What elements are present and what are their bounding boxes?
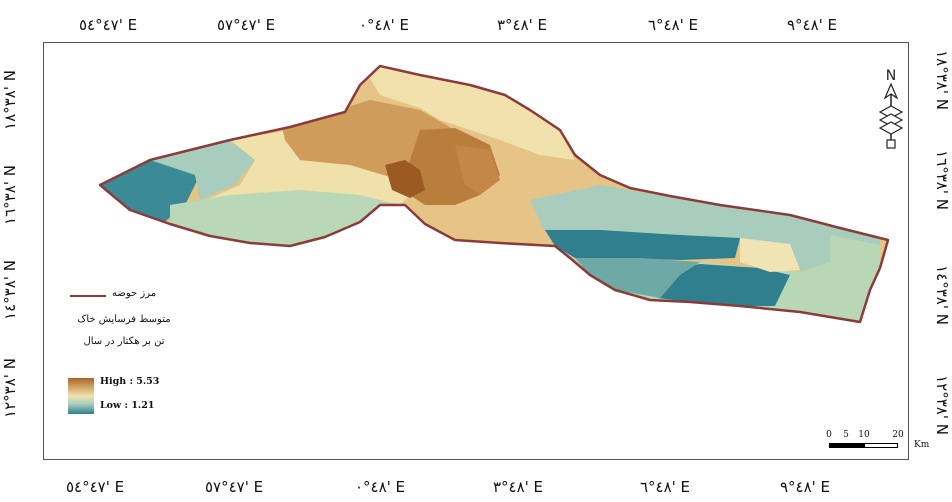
erosion-zone-west-light-teal — [150, 140, 255, 200]
legend-boundary-swatch — [70, 295, 106, 297]
coord-top-5: ٤٨°٦' E — [647, 16, 699, 34]
erosion-zone-east-mid-teal — [575, 258, 700, 298]
scale-bar: 0 5 10 20 Km — [826, 430, 929, 460]
coord-top-3: ٤٨°٠' E — [358, 16, 410, 34]
scale-tick-0: 0 — [826, 430, 832, 440]
coord-bottom-3: ٤٨°٠' E — [354, 478, 406, 496]
legend-boundary-label: مرز حوضه — [112, 288, 157, 299]
coord-bottom-5: ٤٨°٦' E — [639, 478, 691, 496]
erosion-zone-west-green — [170, 190, 400, 246]
erosion-zone-center-mid — [455, 145, 500, 195]
erosion-zone-center-darkest — [385, 160, 425, 198]
coord-top-2: ٤٧°٥٧' E — [216, 16, 276, 34]
scale-segment-3 — [864, 443, 898, 448]
legend: مرز حوضه متوسط فرسایش خاک تن بر هکتار در… — [68, 288, 198, 430]
coord-bottom-2: ٤٧°٥٧' E — [204, 478, 264, 496]
north-arrow-icon: N — [878, 68, 904, 149]
legend-title-line1: متوسط فرسایش خاک — [77, 314, 171, 325]
legend-low-label: Low : 1.21 — [100, 400, 155, 411]
scale-tick-20: 20 — [892, 430, 904, 440]
erosion-zone-east-teal-upper — [545, 230, 740, 260]
erosion-zone-east-teal-lower — [658, 264, 790, 306]
coord-top-6: ٤٨°٩' E — [786, 16, 838, 34]
erosion-zone-east-light — [530, 185, 880, 300]
legend-color-ramp — [68, 378, 94, 414]
coord-bottom-1: ٤٧°٥٤' E — [65, 478, 125, 496]
coord-bottom-4: ٤٨°٣' E — [492, 478, 544, 496]
legend-title-line2: تن بر هکتار در سال — [83, 336, 165, 347]
scale-segment-1 — [829, 443, 846, 448]
scale-segment-2 — [846, 443, 864, 448]
coord-top-4: ٤٨°٣' E — [496, 16, 548, 34]
erosion-zone-north-pale — [360, 66, 575, 160]
legend-high-label: High : 5.53 — [100, 376, 160, 387]
scale-unit: Km — [914, 440, 930, 450]
scale-tick-10: 10 — [858, 430, 870, 440]
coord-bottom-6: ٤٨°٩' E — [779, 478, 831, 496]
north-label: N — [886, 68, 896, 84]
erosion-zone-east-pale — [740, 238, 800, 272]
coord-top-1: ٤٧°٥٤' E — [78, 16, 138, 34]
basin-boundary — [98, 64, 890, 324]
scale-tick-5: 5 — [843, 430, 849, 440]
